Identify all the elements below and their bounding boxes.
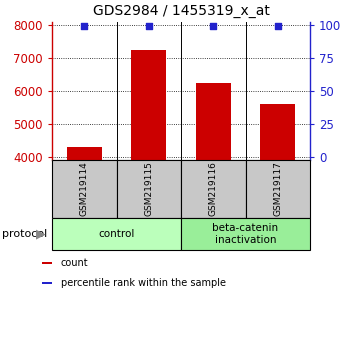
Text: beta-catenin
inactivation: beta-catenin inactivation (212, 223, 278, 245)
Text: count: count (61, 258, 88, 268)
Bar (52, 218, 181, 250)
Point (82, 23, 87, 29)
Text: ▶: ▶ (36, 228, 45, 240)
Bar (260, 104, 295, 160)
Bar (42, 281, 52, 284)
Text: GSM219115: GSM219115 (144, 161, 153, 216)
Text: GSM219116: GSM219116 (209, 161, 218, 216)
Text: percentile rank within the sample: percentile rank within the sample (61, 278, 226, 288)
Point (210, 23, 216, 29)
Title: GDS2984 / 1455319_x_at: GDS2984 / 1455319_x_at (92, 4, 269, 18)
Text: GSM219117: GSM219117 (273, 161, 282, 216)
Bar (195, 83, 231, 160)
Bar (245, 160, 310, 218)
Bar (117, 160, 181, 218)
Bar (181, 160, 245, 218)
Text: protocol: protocol (2, 229, 47, 239)
Bar (131, 50, 167, 160)
Bar (52, 160, 117, 218)
Bar (181, 218, 310, 250)
Text: GSM219114: GSM219114 (80, 162, 89, 216)
Text: control: control (98, 229, 135, 239)
Point (146, 23, 152, 29)
Bar (67, 147, 102, 160)
Bar (42, 262, 52, 264)
Point (275, 23, 280, 29)
